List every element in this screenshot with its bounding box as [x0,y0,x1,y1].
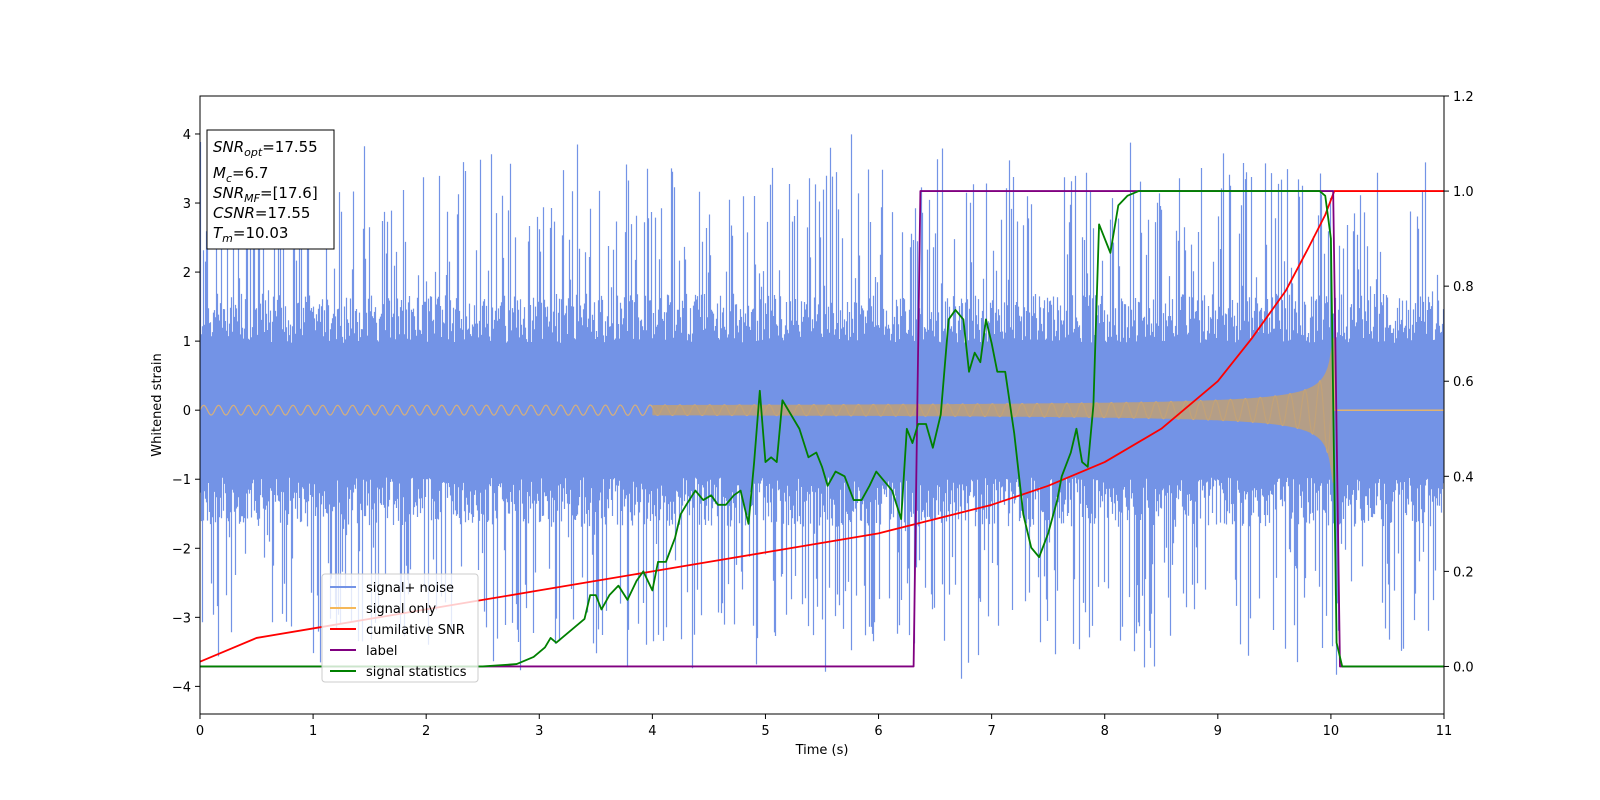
legend-label: signal+ noise [366,581,454,596]
y-tick-label: 3 [183,197,191,212]
y-axis-label: Whitened strain [150,353,165,456]
y2-tick-label: 0.2 [1453,565,1474,580]
x-tick-label: 0 [196,724,204,739]
x-tick-label: 10 [1323,724,1340,739]
x-tick-label: 6 [874,724,882,739]
signal-only-series-layer [200,337,1444,483]
x-tick-label: 2 [422,724,430,739]
y-tick-label: −3 [172,611,191,626]
series-signal-statistics [200,190,1444,668]
x-axis: 0 1 2 3 4 5 6 7 8 9 10 11 [196,714,1452,739]
legend-frame [321,573,479,683]
y2-tick-label: 0.4 [1453,470,1474,485]
info-box-frame [206,129,335,250]
x-tick-label: 11 [1436,724,1453,739]
y-tick-label: 0 [183,404,191,419]
info-line: SNRMF=[17.6] [213,184,318,205]
legend-label: signal only [366,602,436,617]
legend: signal+ noise signal only cumilative SNR la… [321,573,479,683]
legend-label: label [366,644,397,659]
y-axis-right: 0.0 0.2 0.4 0.6 0.8 1.0 1.2 [1444,90,1474,675]
x-tick-label: 1 [309,724,317,739]
y2-tick-label: 0.0 [1453,660,1474,675]
info-line: CSNR=17.55 [213,204,310,222]
x-tick-label: 9 [1214,724,1222,739]
x-tick-label: 8 [1101,724,1109,739]
info-line: Tm=10.03 [213,224,288,245]
x-tick-label: 5 [761,724,769,739]
legend-label: signal statistics [366,665,467,680]
info-line: SNRopt=17.55 [213,138,318,159]
x-tick-label: 3 [535,724,543,739]
y-axis-left: −4 −3 −2 −1 0 1 2 3 4 [172,128,200,695]
plot-frame [199,95,1445,715]
y-tick-label: −2 [172,542,191,557]
info-box: SNRopt=17.55 Mc=6.7SNRMF=[17.6]CSNR=17.55… [206,129,335,250]
signal-only-envelope [652,337,1335,483]
y-tick-label: −1 [172,473,191,488]
y-tick-label: 1 [183,335,191,350]
legend-label: cumilative SNR [366,623,465,638]
y2-tick-label: 1.2 [1453,90,1474,105]
y2-tick-label: 0.8 [1453,280,1474,295]
y2-tick-label: 0.6 [1453,375,1474,390]
x-axis-label: Time (s) [795,743,849,758]
info-line: Mc=6.7 [213,164,268,185]
x-tick-label: 4 [648,724,656,739]
y2-tick-label: 1.0 [1453,185,1474,200]
x-tick-label: 7 [987,724,995,739]
y-tick-label: 2 [183,266,191,281]
y-tick-label: −4 [172,680,191,695]
y-tick-label: 4 [183,128,191,143]
